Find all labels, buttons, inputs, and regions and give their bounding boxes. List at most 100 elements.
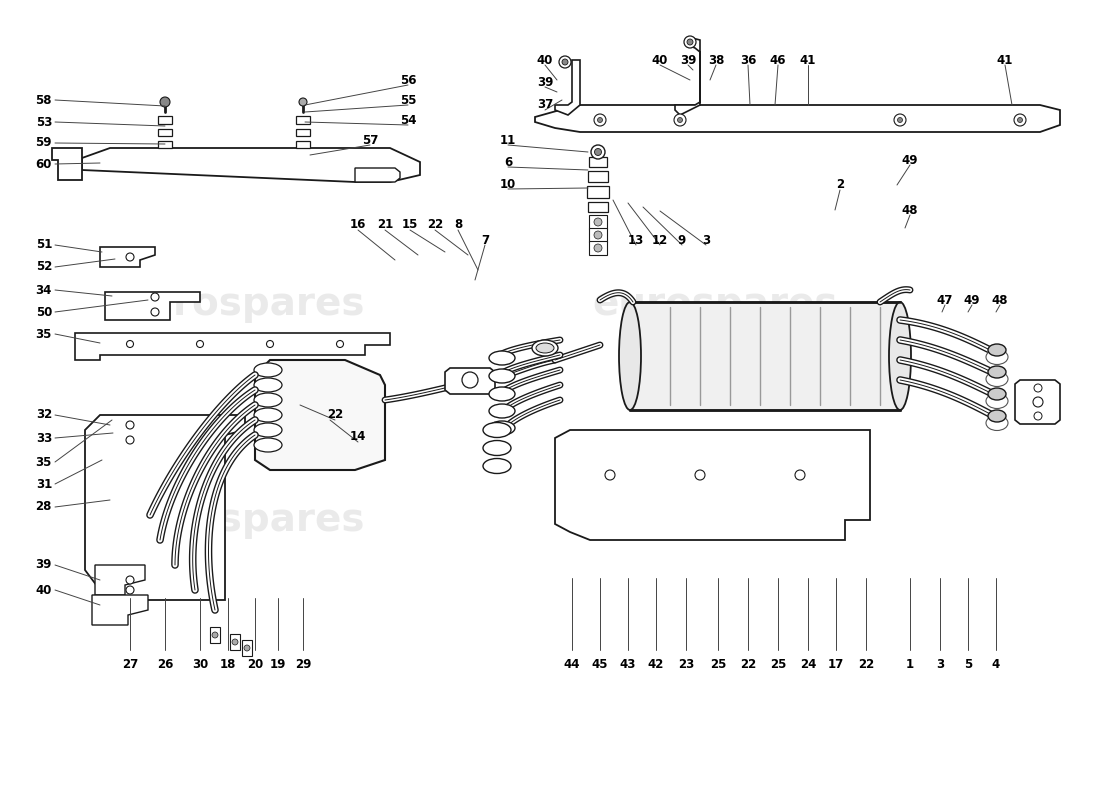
Text: 24: 24 — [800, 658, 816, 671]
Circle shape — [126, 436, 134, 444]
Circle shape — [1014, 114, 1026, 126]
Circle shape — [126, 576, 134, 584]
Text: 45: 45 — [592, 658, 608, 671]
Polygon shape — [75, 333, 390, 360]
Circle shape — [1018, 118, 1023, 122]
Bar — [296, 116, 310, 124]
Bar — [242, 640, 252, 656]
Bar — [158, 141, 172, 148]
Text: 22: 22 — [740, 658, 756, 671]
Text: 4: 4 — [992, 658, 1000, 671]
Ellipse shape — [986, 394, 1008, 409]
Polygon shape — [556, 60, 580, 115]
Polygon shape — [82, 148, 420, 182]
Circle shape — [688, 39, 693, 45]
Ellipse shape — [254, 393, 282, 407]
Text: 22: 22 — [327, 409, 343, 422]
Circle shape — [232, 639, 238, 645]
Bar — [158, 116, 172, 124]
Circle shape — [1034, 384, 1042, 392]
Text: 20: 20 — [246, 658, 263, 671]
Text: 19: 19 — [270, 658, 286, 671]
Polygon shape — [95, 565, 145, 595]
Text: 43: 43 — [619, 658, 636, 671]
Circle shape — [126, 421, 134, 429]
Text: 34: 34 — [35, 283, 52, 297]
Circle shape — [244, 645, 250, 651]
Ellipse shape — [986, 415, 1008, 430]
Ellipse shape — [986, 371, 1008, 386]
Circle shape — [126, 341, 133, 347]
Ellipse shape — [490, 369, 515, 383]
Text: 54: 54 — [399, 114, 416, 126]
Text: 30: 30 — [191, 658, 208, 671]
Text: 18: 18 — [220, 658, 236, 671]
Circle shape — [678, 118, 682, 122]
Text: 22: 22 — [858, 658, 874, 671]
Text: 32: 32 — [35, 409, 52, 422]
Text: 35: 35 — [35, 327, 52, 341]
Text: 39: 39 — [537, 75, 553, 89]
Text: 39: 39 — [35, 558, 52, 571]
Circle shape — [597, 118, 603, 122]
Ellipse shape — [490, 421, 515, 435]
Text: 40: 40 — [652, 54, 668, 66]
Circle shape — [126, 586, 134, 594]
Text: 42: 42 — [648, 658, 664, 671]
Text: 21: 21 — [377, 218, 393, 231]
Ellipse shape — [889, 302, 911, 410]
Ellipse shape — [254, 438, 282, 452]
Circle shape — [674, 114, 686, 126]
Text: 38: 38 — [707, 54, 724, 66]
Ellipse shape — [988, 410, 1007, 422]
Text: eurospares: eurospares — [119, 285, 365, 323]
Text: 52: 52 — [35, 261, 52, 274]
Text: 39: 39 — [680, 54, 696, 66]
Circle shape — [559, 56, 571, 68]
Text: 27: 27 — [122, 658, 139, 671]
Ellipse shape — [483, 441, 512, 455]
Text: 3: 3 — [936, 658, 944, 671]
Bar — [296, 141, 310, 148]
Circle shape — [594, 218, 602, 226]
Text: 33: 33 — [35, 431, 52, 445]
Bar — [588, 228, 607, 242]
Text: 60: 60 — [35, 158, 52, 170]
Polygon shape — [100, 247, 155, 267]
Circle shape — [795, 470, 805, 480]
Text: eurospares: eurospares — [592, 285, 838, 323]
Bar — [587, 186, 609, 198]
Text: 51: 51 — [35, 238, 52, 251]
Circle shape — [605, 470, 615, 480]
Ellipse shape — [619, 302, 641, 410]
Text: 29: 29 — [295, 658, 311, 671]
Polygon shape — [446, 368, 495, 394]
Circle shape — [562, 59, 568, 65]
Polygon shape — [1015, 380, 1060, 424]
Circle shape — [594, 244, 602, 252]
Text: 31: 31 — [35, 478, 52, 490]
Text: 11: 11 — [499, 134, 516, 146]
Text: 6: 6 — [504, 155, 513, 169]
Circle shape — [594, 149, 602, 155]
Ellipse shape — [483, 458, 512, 474]
Circle shape — [337, 341, 343, 347]
Circle shape — [695, 470, 705, 480]
Text: 8: 8 — [454, 218, 462, 231]
Circle shape — [591, 145, 605, 159]
Circle shape — [266, 341, 274, 347]
Ellipse shape — [532, 340, 558, 356]
Ellipse shape — [254, 363, 282, 377]
Text: 17: 17 — [828, 658, 844, 671]
Text: 7: 7 — [481, 234, 490, 246]
Text: 12: 12 — [652, 234, 668, 246]
Polygon shape — [535, 105, 1060, 132]
Circle shape — [594, 231, 602, 239]
Text: 41: 41 — [800, 54, 816, 66]
Ellipse shape — [483, 422, 512, 438]
Polygon shape — [675, 38, 700, 115]
Polygon shape — [630, 302, 900, 410]
Ellipse shape — [254, 378, 282, 392]
Text: 36: 36 — [740, 54, 756, 66]
Circle shape — [898, 118, 902, 122]
